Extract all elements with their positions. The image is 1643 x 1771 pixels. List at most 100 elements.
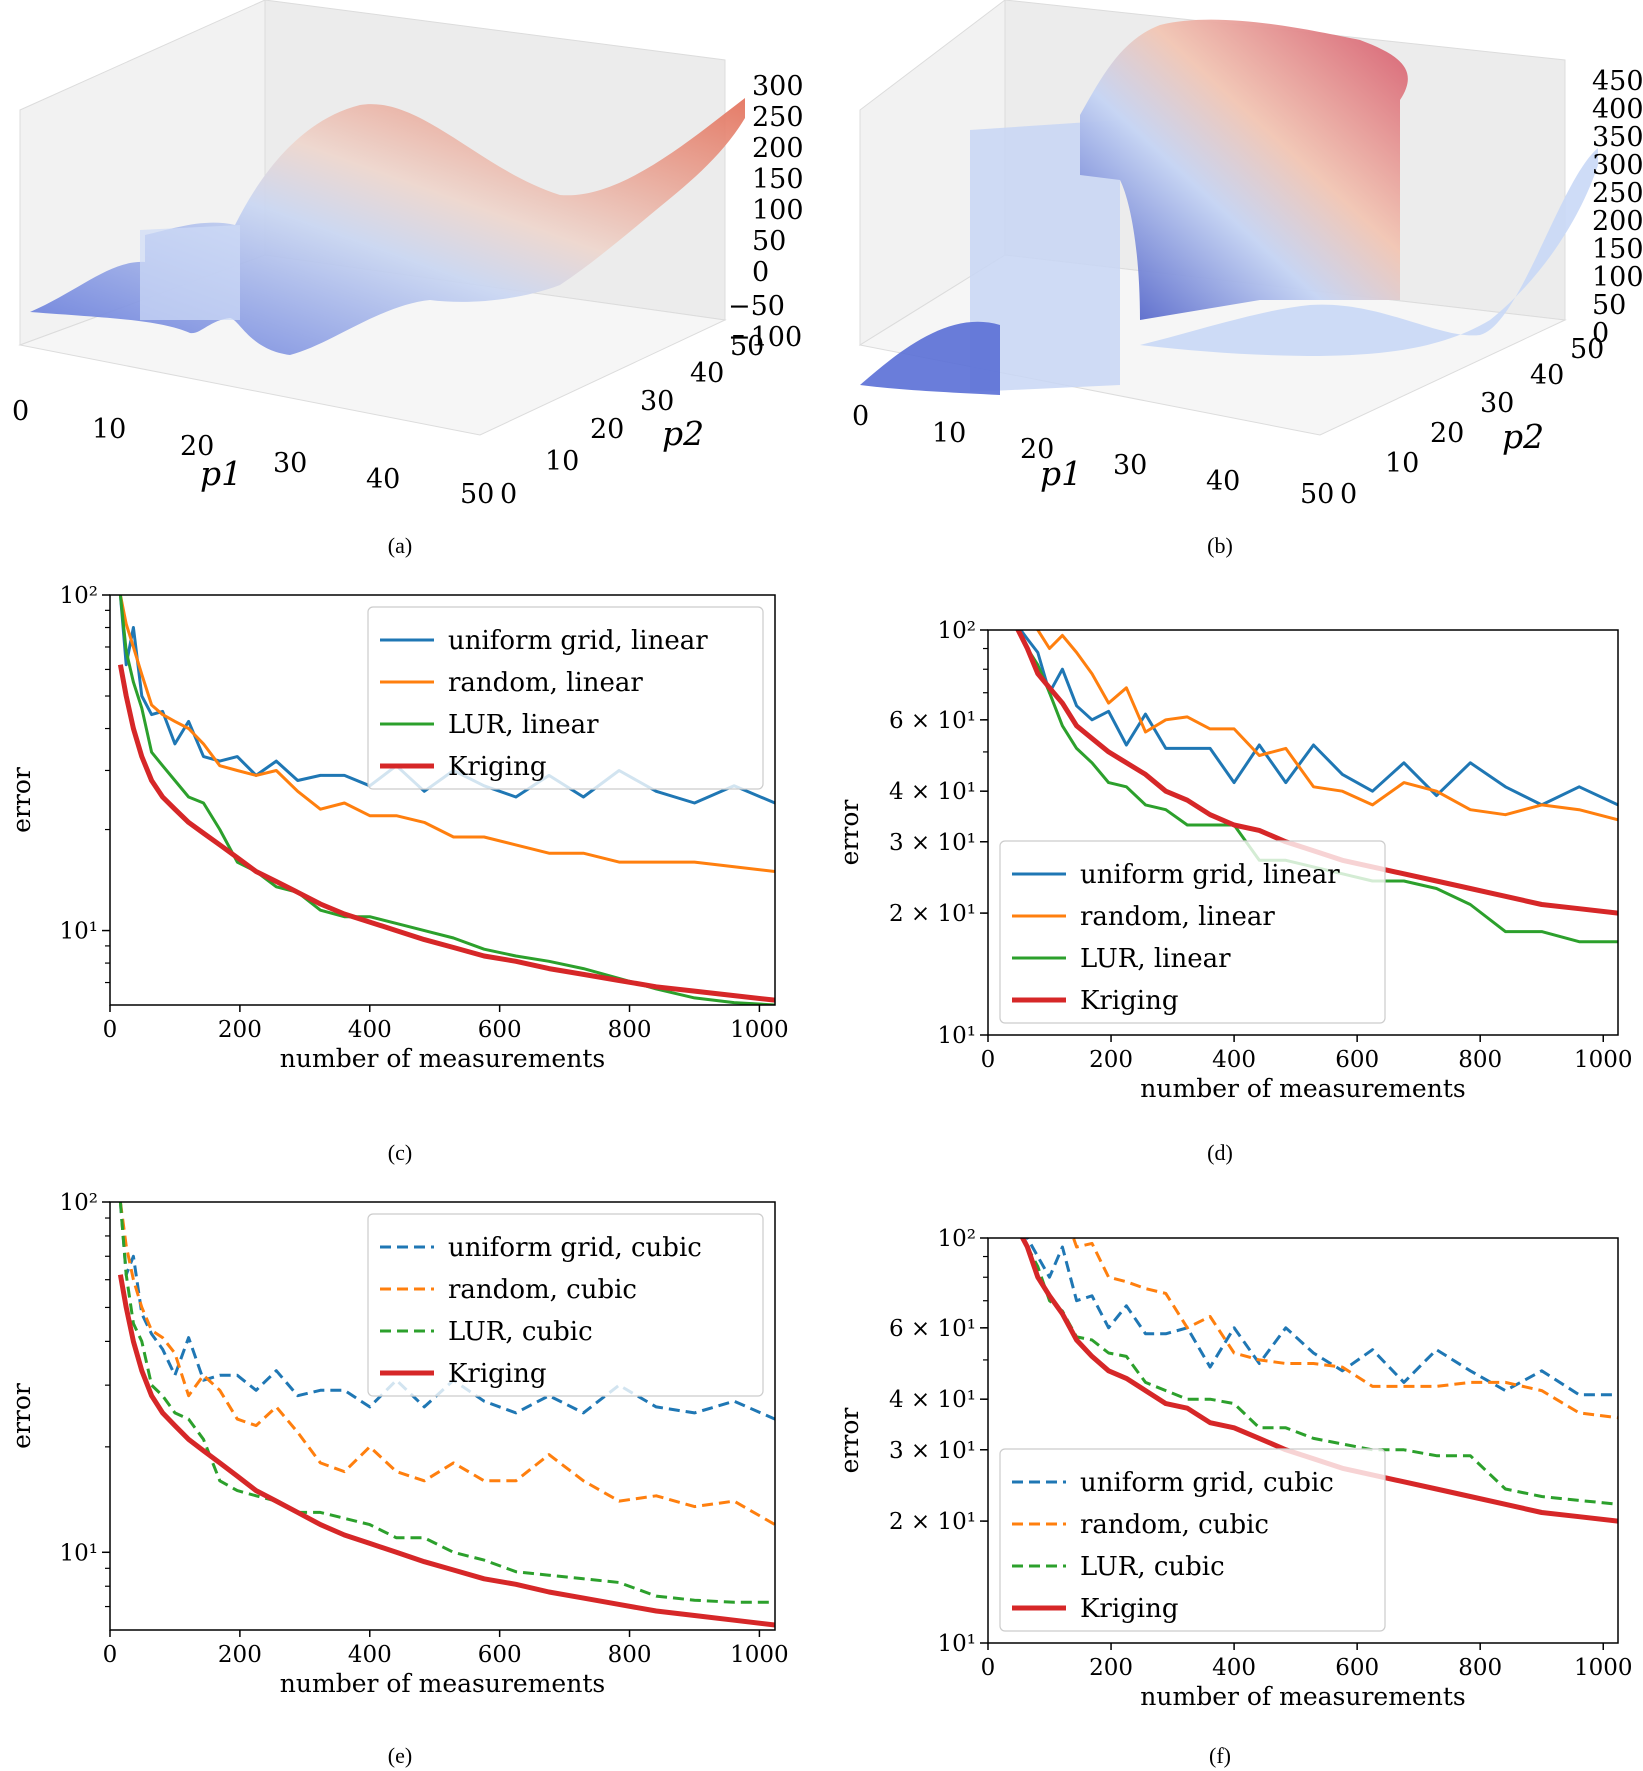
legend: uniform grid, linear random, linear LUR, l…	[999, 840, 1386, 1024]
y-tick-label: 10²	[60, 583, 99, 609]
legend-entry: Kriging	[1080, 1594, 1179, 1624]
series-group	[1019, 1238, 1618, 1524]
legend-box	[999, 1448, 1386, 1632]
y-tick-a-4: 40	[690, 358, 724, 389]
legend-entry: LUR, linear	[1080, 944, 1231, 974]
x-label-a: p1	[200, 454, 242, 493]
y-tick-label: 3 × 10¹	[889, 830, 976, 856]
surface-a-wall	[140, 225, 240, 320]
caption-c: (c)	[388, 1140, 412, 1165]
y-tick-label: 10²	[60, 1190, 99, 1216]
x-tick-label: 200	[218, 1642, 262, 1668]
y-axis-b: 0 10 20 30 40 50 p2	[1340, 334, 1604, 510]
series-group	[1015, 630, 1618, 944]
y-axis: 10¹ 10²	[60, 583, 110, 945]
surface-plot-a: 300 250 200 150 100 50 0 −50 −100 0 10 2…	[12, 0, 804, 510]
z-tick-b-8: 50	[1592, 290, 1626, 321]
legend-entry: uniform grid, linear	[1080, 860, 1340, 890]
surface-b-wall	[970, 120, 1120, 392]
z-tick-a-6: 0	[752, 257, 769, 288]
y-tick-label: 10²	[938, 1226, 977, 1252]
surface-panel-a: 300 250 200 150 100 50 0 −50 −100 0 10 2…	[0, 0, 804, 510]
caption-a: (a)	[388, 533, 412, 558]
y-tick-a-1: 10	[545, 446, 579, 477]
y-label-a: p2	[662, 414, 704, 453]
z-tick-b-5: 200	[1592, 206, 1643, 237]
plot-frame	[987, 629, 1619, 1036]
caption-d: (d)	[1207, 1140, 1233, 1165]
z-tick-b-0: 450	[1592, 66, 1643, 97]
x-tick-a-1: 10	[92, 414, 126, 445]
z-tick-a-8: −100	[728, 322, 802, 353]
legend-entry: random, cubic	[1080, 1510, 1269, 1540]
legend-entry: Kriging	[448, 1359, 547, 1389]
x-tick-label: 1000	[730, 1017, 789, 1043]
y-tick-label: 10¹	[938, 1631, 977, 1657]
z-tick-b-6: 150	[1592, 234, 1643, 265]
x-tick-b-4: 40	[1206, 466, 1240, 497]
x-tick-b-1: 10	[932, 418, 966, 449]
surface-plot-b: 450 400 350 300 250 200 150 100 50 0 0 1…	[852, 0, 1643, 510]
y-axis-label: error	[835, 800, 864, 866]
z-axis-a: 300 250 200 150 100 50 0 −50 −100	[728, 71, 804, 353]
x-label-b: p1	[1040, 454, 1082, 493]
x-tick-label: 800	[1458, 1655, 1502, 1681]
y-tick-label: 2 × 10¹	[889, 901, 976, 927]
surface-b-dome	[1080, 19, 1408, 321]
series-line-1	[118, 1202, 775, 1421]
chart-c: 0 200 400 600 800 1000 10¹ 10² number of measure…	[7, 583, 789, 1073]
x-tick-label: 0	[981, 1047, 996, 1073]
x-axis: 0 200 400 600 800 1000	[103, 1630, 789, 1668]
x-tick-label: 800	[608, 1642, 652, 1668]
z-tick-a-4: 100	[752, 195, 804, 226]
x-tick-a-4: 40	[366, 464, 400, 495]
y-tick-label: 10²	[938, 618, 977, 644]
z-tick-a-3: 150	[752, 164, 804, 195]
legend-entry: uniform grid, cubic	[448, 1233, 702, 1263]
series-line-1	[1018, 630, 1618, 807]
x-tick-label: 400	[1212, 1655, 1256, 1681]
y-tick-a-2: 20	[590, 414, 624, 445]
y-axis-a: 0 10 20 30 40 50 p2	[500, 331, 764, 510]
legend: uniform grid, linear random, linear LUR, l…	[367, 606, 764, 790]
x-tick-label: 600	[478, 1017, 522, 1043]
x-tick-b-3: 30	[1113, 450, 1147, 481]
chart-f: 0 200 400 600 800 1000 10¹ 2 × 10¹ 3 × 10¹ 4 × 10…	[835, 1226, 1633, 1711]
chart-d: 0 200 400 600 800 1000 10¹ 2 × 10¹ 3 × 10¹ 4 × 10…	[835, 618, 1633, 1103]
y-axis-label: error	[835, 1408, 864, 1474]
x-tick-label: 200	[1089, 1655, 1133, 1681]
z-tick-a-1: 250	[752, 102, 804, 133]
x-tick-b-5: 50	[1300, 479, 1334, 510]
x-axis-label: number of measurements	[1140, 1682, 1465, 1711]
surface-b-low	[860, 321, 1000, 395]
series-line-4	[1015, 630, 1618, 916]
y-tick-b-3: 30	[1480, 388, 1514, 419]
x-tick-label: 800	[608, 1017, 652, 1043]
y-tick-label: 3 × 10¹	[889, 1438, 976, 1464]
chart-e: 0 200 400 600 800 1000 10¹ 10² number of measure…	[7, 1190, 789, 1698]
legend-entry: random, linear	[448, 668, 643, 698]
x-axis: 0 200 400 600 800 1000	[981, 1643, 1633, 1681]
x-tick-a-2: 20	[180, 431, 214, 462]
legend-box	[999, 840, 1386, 1024]
minor-ticks	[105, 609, 110, 984]
y-tick-label: 6 × 10¹	[889, 708, 976, 734]
y-axis-label: error	[7, 767, 36, 833]
x-axis: 0 200 400 600 800 1000	[981, 1035, 1633, 1073]
x-tick-a-5: 50	[460, 479, 494, 510]
x-axis-a: 0 10 20 30 40 50 p1	[12, 396, 494, 510]
y-tick-label: 10¹	[60, 919, 99, 945]
y-tick-a-3: 30	[640, 386, 674, 417]
series-group	[117, 1202, 775, 1628]
legend-entry: Kriging	[1080, 986, 1179, 1016]
x-tick-label: 1000	[730, 1642, 789, 1668]
legend-entry: LUR, cubic	[1080, 1552, 1225, 1582]
z-tick-a-5: 50	[752, 226, 786, 257]
y-label-b: p2	[1502, 417, 1544, 456]
y-axis-label: error	[7, 1383, 36, 1449]
y-tick-a-5: 50	[730, 331, 764, 362]
x-tick-label: 600	[1335, 1047, 1379, 1073]
z-tick-b-1: 400	[1592, 94, 1643, 125]
y-tick-b-4: 40	[1530, 360, 1564, 391]
